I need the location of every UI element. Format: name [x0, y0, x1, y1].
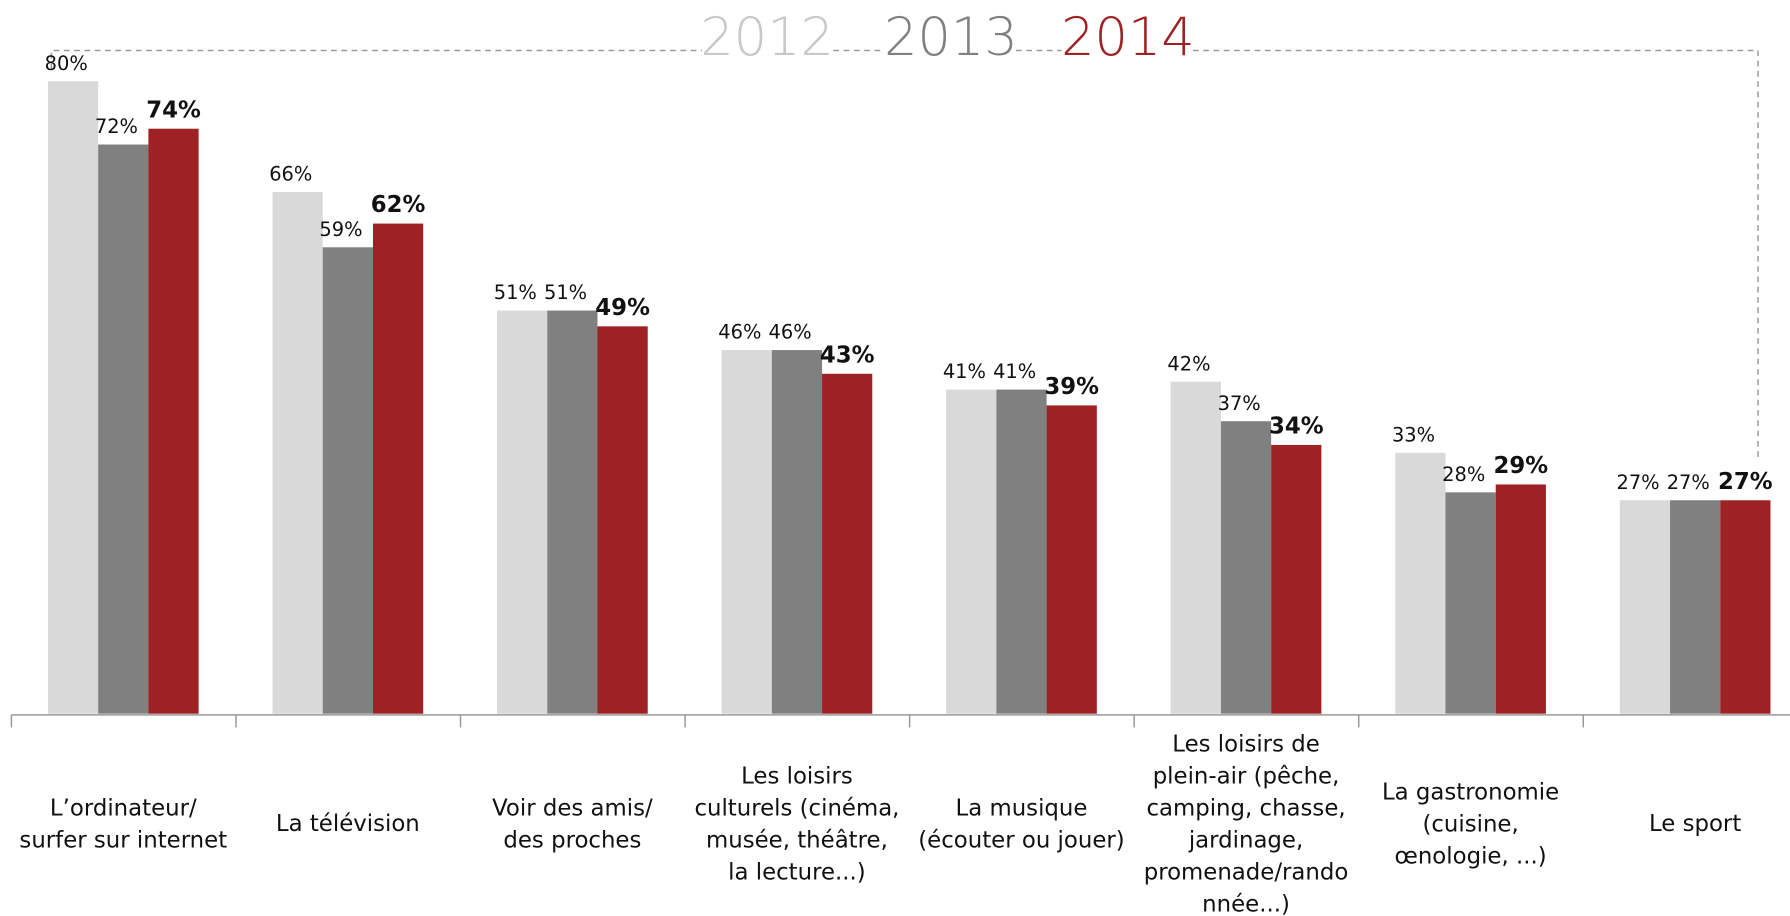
- x-tick-label: L’ordinateur/surfer sur internet: [19, 795, 227, 853]
- data-label: 27%: [1667, 471, 1710, 494]
- x-tick-label: Les loisirs culturels (cinéma, musée, théâ…: [694, 763, 899, 885]
- bar: [272, 191, 323, 714]
- data-label: 49%: [595, 295, 650, 321]
- legend-label: 2012: [700, 7, 834, 68]
- bar: [822, 373, 873, 714]
- data-label: 43%: [820, 342, 875, 368]
- data-label: 41%: [943, 360, 986, 383]
- bar: [1445, 492, 1496, 714]
- bar: [497, 310, 548, 714]
- bar: [721, 350, 772, 714]
- bar: [597, 326, 648, 714]
- bar: [946, 389, 997, 714]
- data-label: 27%: [1617, 471, 1660, 494]
- bar: [1495, 484, 1546, 714]
- bar: [1619, 500, 1671, 714]
- data-label: 66%: [269, 163, 312, 186]
- data-label: 46%: [718, 321, 761, 344]
- legend-frame: [50, 49, 1759, 457]
- data-label: 62%: [371, 192, 426, 218]
- x-tick-label: Le sport: [1649, 811, 1741, 837]
- data-label: 33%: [1392, 423, 1435, 446]
- data-label: 80%: [45, 52, 88, 75]
- data-label: 28%: [1442, 463, 1485, 486]
- bar: [996, 389, 1047, 714]
- data-label: 72%: [95, 115, 138, 138]
- data-label: 39%: [1044, 374, 1099, 400]
- data-label: 34%: [1269, 414, 1324, 440]
- bar: [771, 350, 823, 714]
- bar: [98, 144, 149, 714]
- bar: [148, 128, 199, 714]
- bar: [1720, 500, 1771, 714]
- bar: [322, 247, 373, 714]
- data-label: 37%: [1218, 392, 1261, 415]
- x-tick-label: Les loisirs de plein-air (pêche, camping, …: [1144, 731, 1349, 916]
- legend-label: 2014: [1061, 7, 1195, 68]
- bar: [1670, 500, 1721, 714]
- data-label: 51%: [544, 281, 587, 304]
- data-label: 51%: [494, 281, 537, 304]
- data-label: 46%: [769, 321, 812, 344]
- data-label: 41%: [993, 360, 1036, 383]
- data-label: 74%: [146, 97, 201, 123]
- bar: [372, 223, 424, 714]
- x-tick-label: La télévision: [276, 811, 420, 837]
- bar: [1395, 452, 1446, 714]
- data-label: 27%: [1718, 469, 1773, 495]
- bar: [1271, 444, 1322, 714]
- bar: [1220, 421, 1272, 714]
- x-tick-label: Voir des amis/des proches: [492, 795, 653, 853]
- x-tick-label: La musique (écouter ou jouer): [918, 795, 1124, 853]
- x-tick-label: La gastronomie (cuisine, œnologie, ...): [1382, 779, 1559, 869]
- legend-label: 2013: [884, 7, 1018, 68]
- bar: [1170, 381, 1221, 714]
- bar: [547, 310, 598, 714]
- data-label: 59%: [319, 218, 362, 241]
- bar: [47, 81, 99, 714]
- bar: [1046, 405, 1097, 714]
- data-label: 42%: [1167, 352, 1210, 375]
- data-label: 29%: [1493, 453, 1548, 479]
